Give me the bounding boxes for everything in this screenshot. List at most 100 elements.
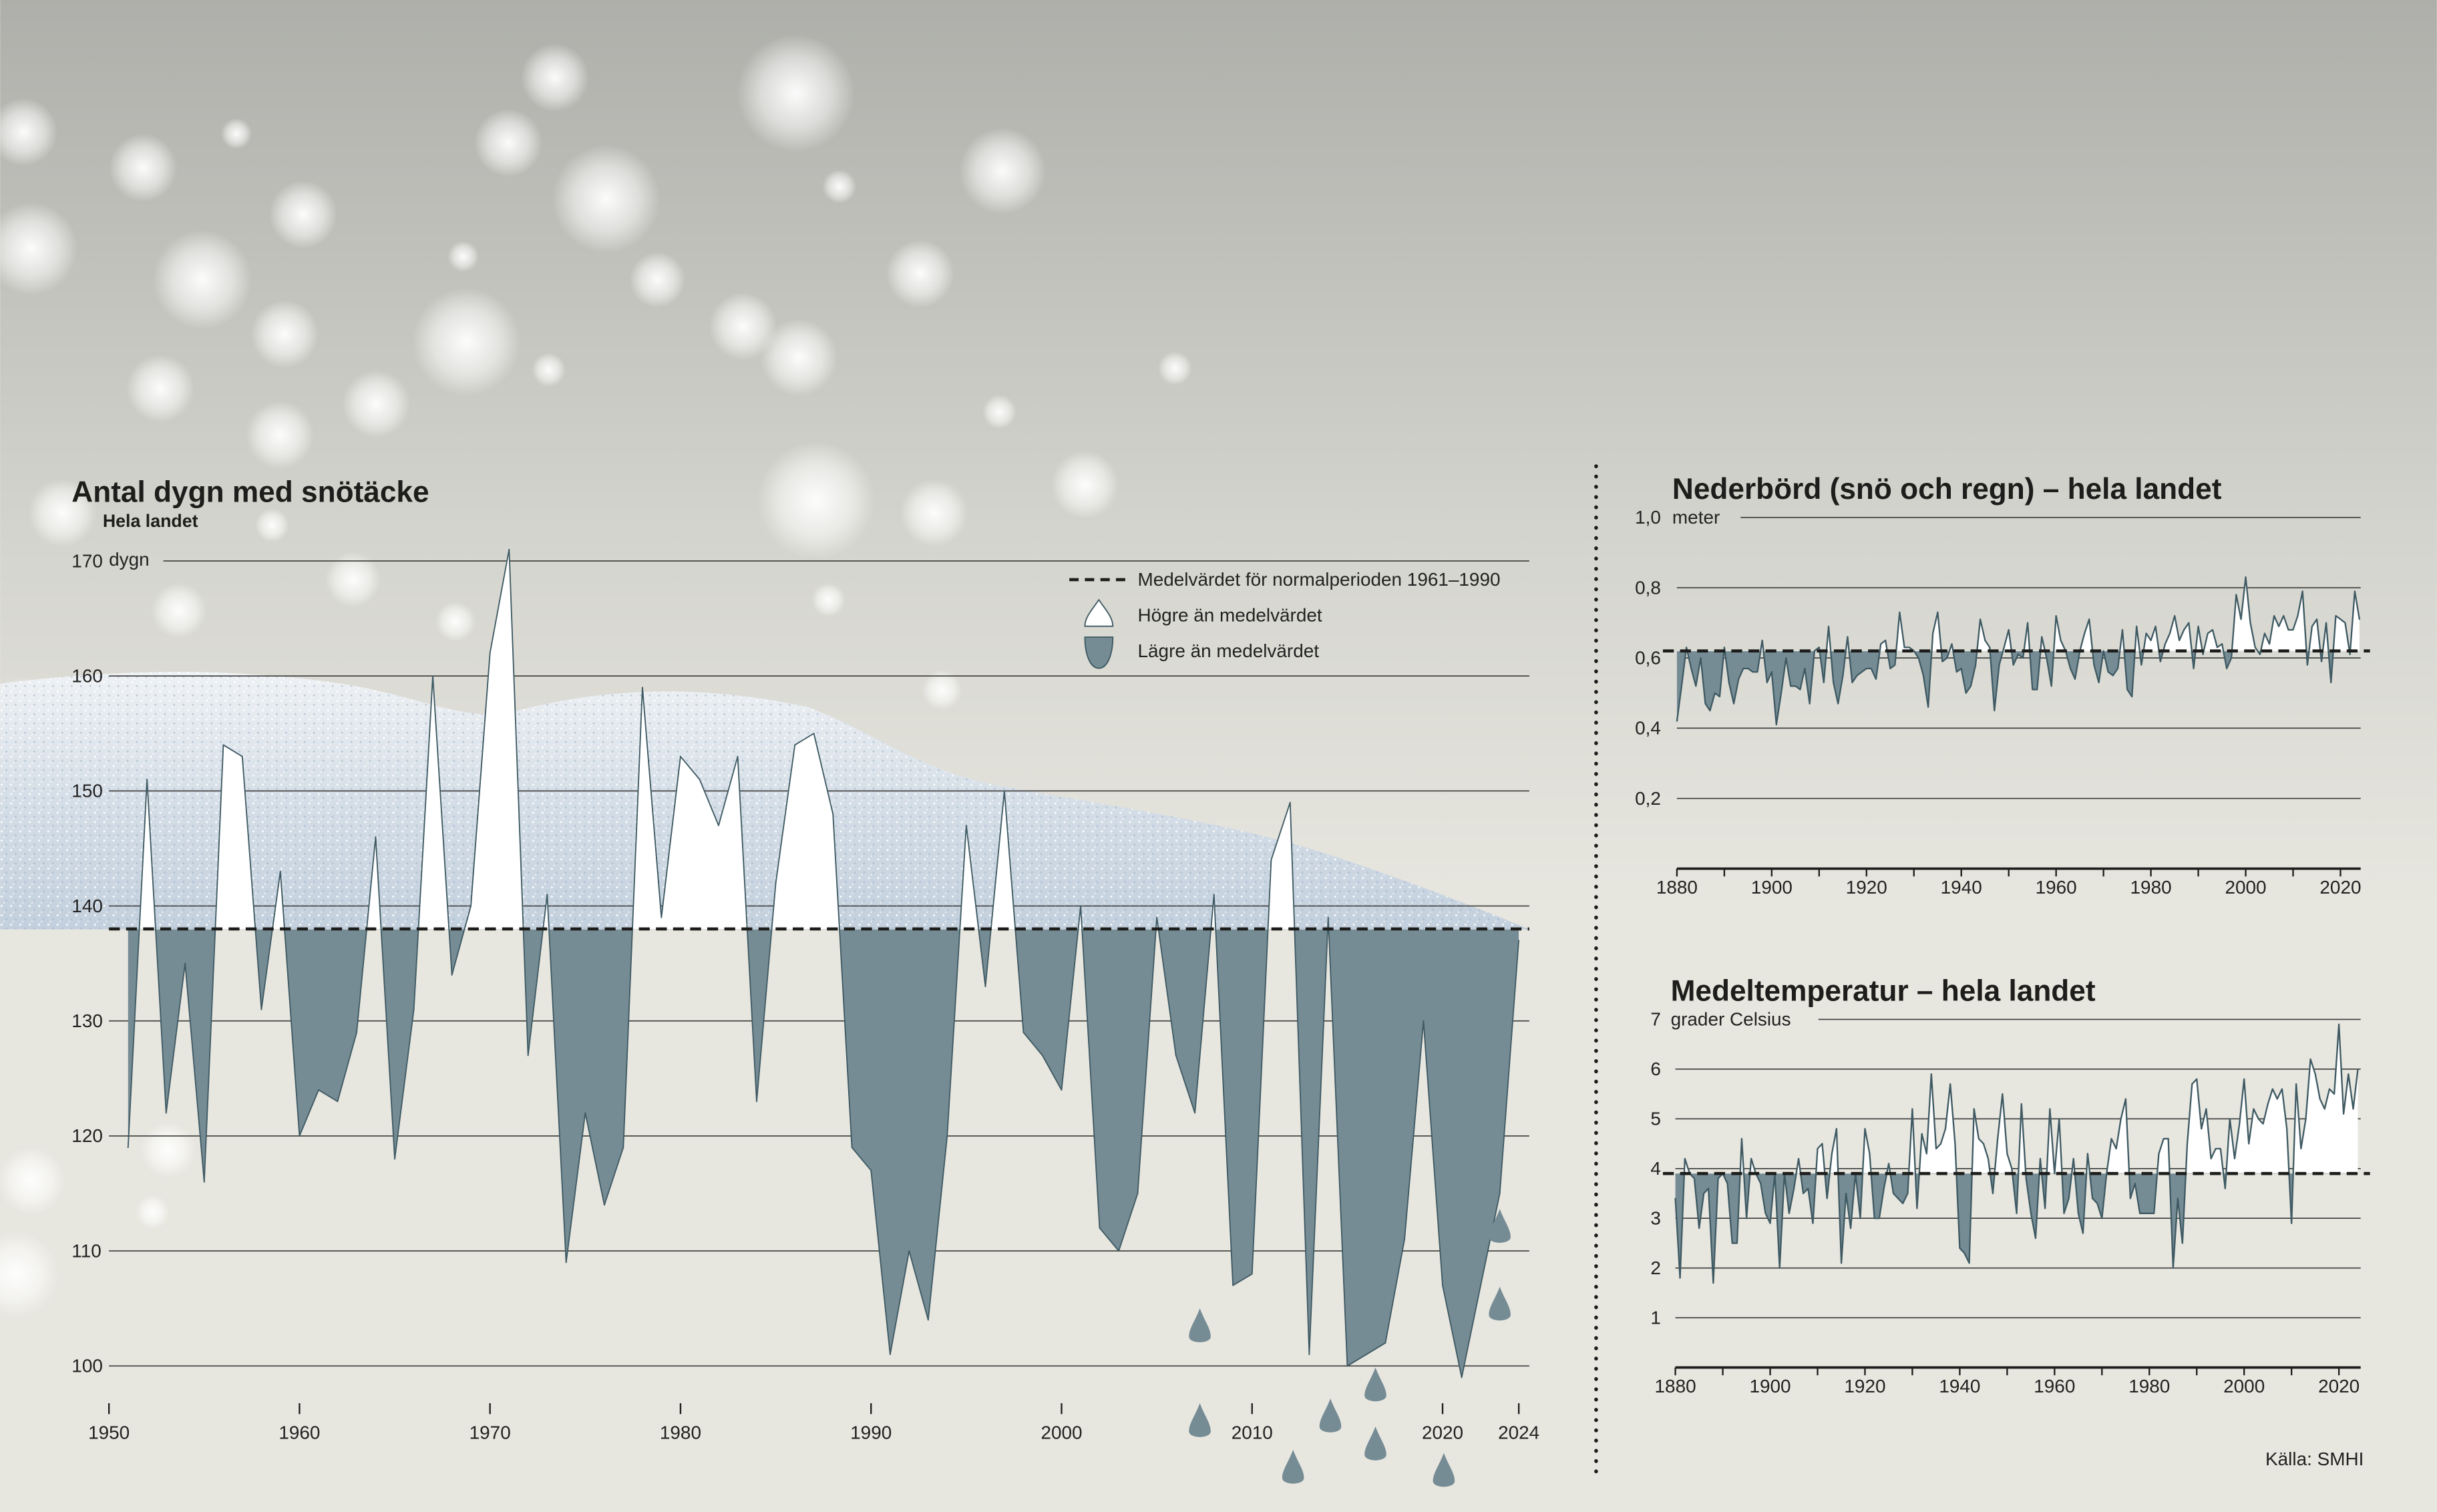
data-point <box>1003 790 1005 792</box>
bokeh-circle <box>150 582 207 639</box>
x-tick-label: 1880 <box>1655 1376 1696 1396</box>
data-point <box>1965 692 1967 694</box>
data-point <box>927 1319 929 1321</box>
data-point <box>1499 1193 1501 1194</box>
y-tick-label: 150 <box>71 781 103 801</box>
data-point <box>2249 622 2251 624</box>
chart-title: Medeltemperatur – hela landet <box>1671 974 2096 1007</box>
data-point <box>1714 692 1716 694</box>
data-point <box>1712 1282 1714 1284</box>
data-point <box>2295 1083 2297 1085</box>
data-point <box>1865 668 1867 669</box>
data-point <box>1709 710 1711 711</box>
data-point <box>1742 668 1744 669</box>
data-point <box>2323 1108 2325 1110</box>
bokeh-circle <box>737 34 856 153</box>
data-point <box>603 1204 605 1206</box>
data-point <box>318 1089 319 1091</box>
data-point <box>2263 632 2265 634</box>
data-point <box>1869 1153 1871 1155</box>
data-point <box>2101 1217 2103 1219</box>
snow-cover-chart: Antal dygn med snötäcke Hela landet dygn… <box>71 476 1539 1443</box>
data-point <box>1726 1183 1728 1185</box>
data-point <box>337 1101 339 1103</box>
y-tick-label: 140 <box>71 896 103 916</box>
data-point <box>2283 615 2285 617</box>
data-point <box>2191 1083 2193 1085</box>
data-point <box>127 1147 129 1149</box>
data-point <box>680 755 681 757</box>
data-point <box>470 905 472 907</box>
data-point <box>2150 639 2152 641</box>
raindrop-icon <box>1433 1453 1455 1487</box>
data-point <box>2174 615 2176 617</box>
y-unit-label: grader Celsius <box>1671 1009 1791 1030</box>
data-point <box>1804 668 1806 669</box>
y-tick-label: 120 <box>71 1125 103 1146</box>
data-point <box>1994 710 1996 711</box>
data-point <box>965 825 967 826</box>
data-point <box>813 733 815 735</box>
data-point <box>1346 1365 1348 1367</box>
data-point <box>1930 1073 1932 1075</box>
data-point <box>2008 629 2010 631</box>
data-point <box>2205 1108 2207 1110</box>
bokeh-circle <box>109 134 178 202</box>
data-point <box>1870 668 1872 669</box>
data-point <box>1889 668 1891 669</box>
data-point <box>584 1112 586 1114</box>
data-point <box>2306 664 2308 666</box>
legend-below-icon <box>1084 636 1114 669</box>
y-tick-label: 6 <box>1650 1059 1661 1079</box>
data-point <box>2217 646 2218 648</box>
y-tick-label: 110 <box>71 1240 101 1261</box>
x-tick-label: 1960 <box>278 1423 320 1443</box>
data-point <box>1817 1148 1819 1149</box>
data-point <box>2169 632 2171 634</box>
data-point <box>641 687 643 689</box>
data-point <box>1917 657 1919 659</box>
data-point <box>2022 657 2024 659</box>
data-point <box>1821 1143 1823 1145</box>
data-point <box>1980 618 1982 620</box>
data-point <box>1932 632 1934 634</box>
data-point <box>1945 1128 1947 1130</box>
raindrop-icon <box>1189 1403 1211 1437</box>
data-point <box>1137 1193 1139 1194</box>
data-point <box>1384 1342 1386 1344</box>
x-tick-label: 1980 <box>2130 877 2172 898</box>
data-point <box>1788 1212 1790 1214</box>
bokeh-circle <box>0 98 58 166</box>
data-point <box>1752 671 1754 673</box>
area-above-mean <box>1676 577 2360 651</box>
data-point <box>2179 639 2181 641</box>
y-tick-label: 170 <box>71 550 103 571</box>
data-point <box>2129 1197 2131 1199</box>
data-point <box>1873 1217 1875 1219</box>
data-point <box>1831 1153 1833 1155</box>
data-point <box>1708 1187 1710 1189</box>
data-point <box>2144 1212 2146 1214</box>
data-point <box>1988 1157 1989 1159</box>
raindrop-icon <box>1282 1449 1304 1484</box>
bokeh-circle <box>0 1147 65 1215</box>
data-point <box>2087 1153 2088 1155</box>
data-point <box>2311 625 2313 627</box>
data-point <box>1826 1197 1828 1199</box>
bokeh-circle <box>886 239 954 308</box>
area-below-mean <box>1676 650 2351 725</box>
data-point <box>241 755 243 757</box>
data-point <box>1365 1354 1367 1355</box>
bokeh-circle <box>411 287 521 397</box>
data-point <box>1404 1238 1405 1240</box>
x-tick-label: 1990 <box>850 1423 892 1443</box>
data-point <box>1327 916 1329 918</box>
data-point <box>2044 1207 2046 1209</box>
data-point <box>1878 1217 1880 1219</box>
data-point <box>2254 646 2256 648</box>
x-tick-label: 1940 <box>1941 877 1982 898</box>
x-tick-label: 2000 <box>1041 1423 1082 1443</box>
data-point <box>2229 1118 2231 1120</box>
x-tick-label: 1920 <box>1844 1376 1885 1396</box>
legend-below-label: Lägre än medelvärdet <box>1138 640 1320 661</box>
